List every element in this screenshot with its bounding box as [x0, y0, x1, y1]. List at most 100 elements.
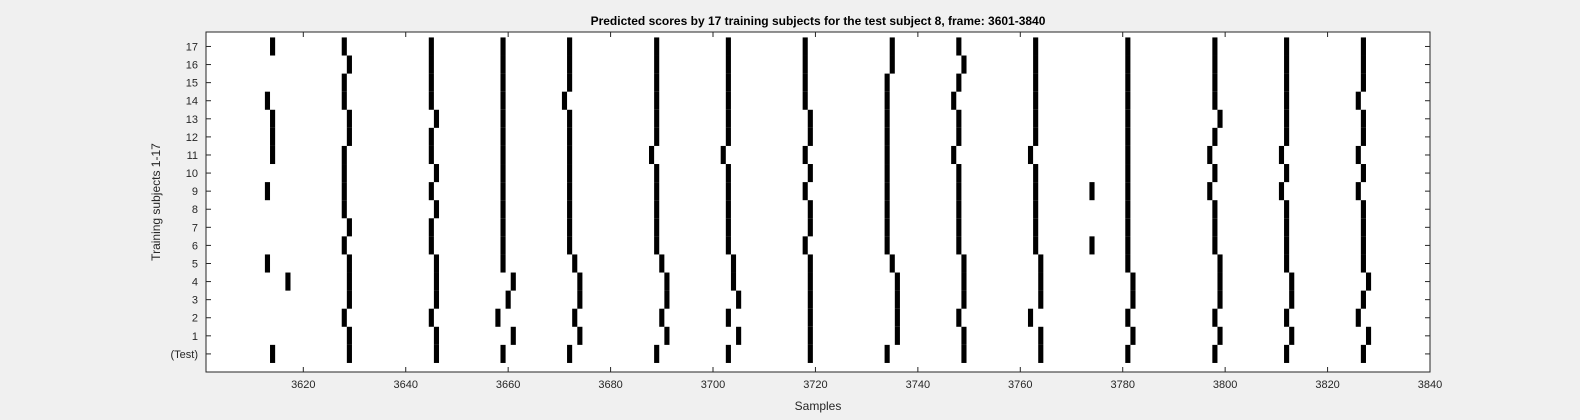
y-tick-label: 4	[192, 277, 198, 289]
raster-mark-row-10-4	[654, 164, 660, 183]
raster-mark-row-15-8	[956, 73, 962, 92]
raster-mark-row-9-13	[1207, 182, 1213, 201]
raster-mark-row-11-10	[1027, 145, 1034, 165]
raster-mark-row-8-3	[567, 200, 573, 219]
raster-mark-row-16-1	[428, 55, 434, 74]
raster-mark-row-2-7	[894, 308, 900, 327]
raster-mark-row-2-9	[1027, 308, 1034, 327]
raster-mark-row-0-3	[500, 344, 506, 363]
raster-mark-row-15-11	[1212, 73, 1218, 92]
raster-mark-row-11-5	[649, 145, 655, 165]
raster-mark-row-6-9	[1033, 236, 1039, 255]
raster-mark-row-2-11	[1212, 308, 1218, 327]
raster-mark-row-5-7	[807, 254, 813, 273]
raster-mark-row-0-14	[1360, 344, 1366, 363]
raster-mark-row-16-0	[346, 55, 352, 74]
raster-mark-row-1-12	[1289, 326, 1295, 345]
raster-mark-row-6-8	[956, 236, 962, 255]
raster-mark-row-12-10	[1033, 127, 1039, 146]
raster-mark-row-15-6	[802, 73, 808, 92]
y-tick-label: 9	[192, 186, 198, 198]
raster-mark-row-8-12	[1284, 200, 1290, 219]
raster-mark-row-12-3	[500, 127, 506, 146]
raster-mark-row-9-10	[1033, 182, 1039, 201]
raster-mark-row-0-7	[807, 344, 813, 363]
raster-mark-row-4-7	[807, 272, 813, 291]
raster-mark-row-16-13	[1360, 55, 1366, 74]
raster-mark-row-2-3	[572, 308, 578, 327]
raster-mark-row-4-14	[1365, 272, 1372, 291]
raster-mark-row-13-13	[1284, 109, 1290, 128]
raster-mark-row-7-11	[1212, 218, 1218, 237]
raster-mark-row-15-2	[500, 73, 506, 92]
raster-mark-row-10-7	[884, 164, 890, 183]
raster-mark-row-14-1	[341, 91, 347, 110]
raster-mark-row-10-1	[433, 164, 440, 183]
raster-mark-row-9-1	[341, 182, 347, 201]
raster-mark-row-13-7	[807, 109, 813, 128]
raster-mark-row-10-13	[1360, 164, 1366, 183]
raster-mark-row-1-11	[1217, 326, 1223, 345]
plot-area	[206, 32, 1430, 372]
raster-mark-row-2-0	[341, 308, 347, 327]
raster-mark-row-3-6	[807, 290, 813, 309]
raster-mark-row-5-3	[500, 254, 506, 273]
raster-mark-row-15-10	[1125, 73, 1131, 92]
raster-mark-row-17-3	[500, 37, 506, 56]
raster-mark-row-15-13	[1360, 73, 1366, 92]
raster-mark-row-10-0	[341, 164, 347, 183]
raster-mark-row-15-4	[654, 73, 660, 92]
raster-mark-row-10-12	[1284, 164, 1290, 183]
x-tick-label: 3780	[1110, 379, 1134, 391]
raster-marks	[264, 37, 1372, 363]
raster-mark-row-0-9	[961, 344, 967, 363]
raster-mark-row-16-7	[889, 55, 895, 74]
raster-mark-row-14-10	[1033, 91, 1039, 110]
x-tick-label: 3640	[393, 379, 417, 391]
raster-mark-row-7-13	[1360, 218, 1366, 237]
raster-mark-row-3-5	[736, 290, 742, 309]
raster-mark-row-7-3	[567, 218, 573, 237]
raster-mark-row-12-9	[956, 127, 962, 146]
raster-mark-row-1-4	[664, 326, 670, 345]
raster-mark-row-9-9	[956, 182, 962, 201]
raster-mark-row-0-5	[654, 344, 660, 363]
raster-mark-row-11-3	[500, 145, 506, 165]
raster-mark-row-11-6	[720, 145, 726, 165]
raster-mark-row-4-2	[433, 272, 440, 291]
raster-mark-row-9-8	[884, 182, 890, 201]
raster-mark-row-13-8	[884, 109, 890, 128]
raster-mark-row-9-12	[1125, 182, 1131, 201]
raster-mark-row-4-13	[1289, 272, 1295, 291]
raster-mark-row-8-1	[433, 200, 440, 219]
raster-mark-row-13-9	[956, 109, 962, 128]
raster-mark-row-7-7	[884, 218, 890, 237]
raster-mark-row-0-2	[433, 344, 440, 363]
raster-mark-row-7-4	[654, 218, 660, 237]
raster-mark-row-9-4	[567, 182, 573, 201]
raster-mark-row-0-0	[270, 344, 276, 363]
raster-mark-row-1-5	[736, 326, 742, 345]
raster-mark-row-9-3	[500, 182, 506, 201]
raster-mark-row-7-8	[956, 218, 962, 237]
raster-mark-row-17-5	[654, 37, 660, 56]
raster-mark-row-15-0	[341, 73, 347, 92]
raster-mark-row-15-12	[1284, 73, 1290, 92]
y-tick-label: 15	[186, 78, 198, 90]
y-tick-label: 1	[192, 331, 198, 343]
y-tick-label: 10	[186, 168, 198, 180]
raster-mark-row-13-5	[654, 109, 660, 128]
y-tick-label: 5	[192, 258, 198, 270]
raster-mark-row-7-0	[346, 218, 352, 237]
raster-mark-row-17-9	[956, 37, 962, 56]
raster-mark-row-8-0	[341, 200, 347, 219]
raster-mark-row-16-6	[802, 55, 808, 74]
chart-title: Predicted scores by 17 training subjects…	[591, 14, 1046, 28]
x-axis-label: Samples	[795, 399, 842, 413]
raster-mark-row-11-9	[951, 145, 957, 165]
y-tick-label: 3	[192, 295, 198, 307]
raster-mark-row-13-11	[1125, 109, 1131, 128]
raster-mark-row-5-0	[264, 254, 271, 273]
raster-mark-row-6-3	[567, 236, 573, 255]
